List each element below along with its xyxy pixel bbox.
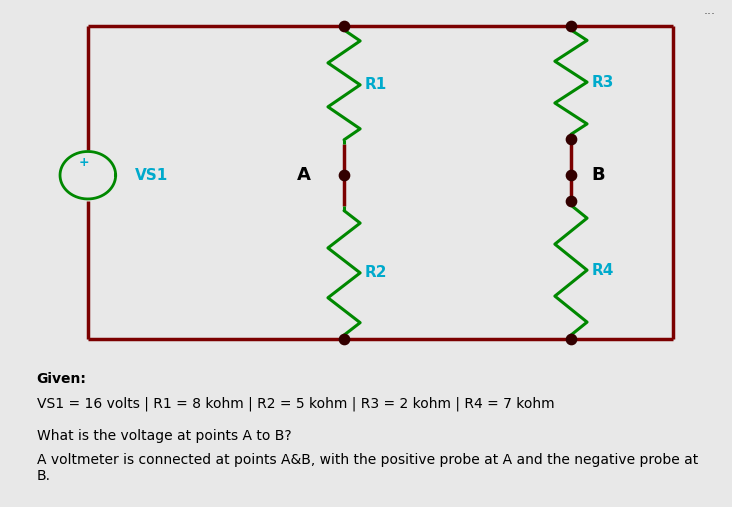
Text: VS1: VS1 <box>135 168 168 183</box>
Point <box>565 171 577 179</box>
Point <box>565 336 577 344</box>
Point <box>565 21 577 29</box>
Text: ...: ... <box>704 5 716 17</box>
Point <box>565 197 577 205</box>
Text: +: + <box>79 156 89 169</box>
Text: What is the voltage at points A to B?: What is the voltage at points A to B? <box>37 429 291 443</box>
Text: Given:: Given: <box>37 372 86 386</box>
Text: VS1 = 16 volts | R1 = 8 kohm | R2 = 5 kohm | R3 = 2 kohm | R4 = 7 kohm: VS1 = 16 volts | R1 = 8 kohm | R2 = 5 ko… <box>37 396 554 411</box>
Text: R1: R1 <box>365 78 386 92</box>
FancyBboxPatch shape <box>0 0 81 365</box>
Text: R2: R2 <box>365 265 387 280</box>
Point <box>338 21 350 29</box>
Text: R4: R4 <box>591 263 614 278</box>
Point <box>338 171 350 179</box>
Text: A voltmeter is connected at points A&B, with the positive probe at A and the neg: A voltmeter is connected at points A&B, … <box>37 453 698 483</box>
Point <box>338 336 350 344</box>
FancyBboxPatch shape <box>681 0 732 365</box>
Text: B: B <box>591 166 605 184</box>
Text: R3: R3 <box>591 75 614 90</box>
Text: A: A <box>297 166 311 184</box>
Point <box>565 135 577 143</box>
